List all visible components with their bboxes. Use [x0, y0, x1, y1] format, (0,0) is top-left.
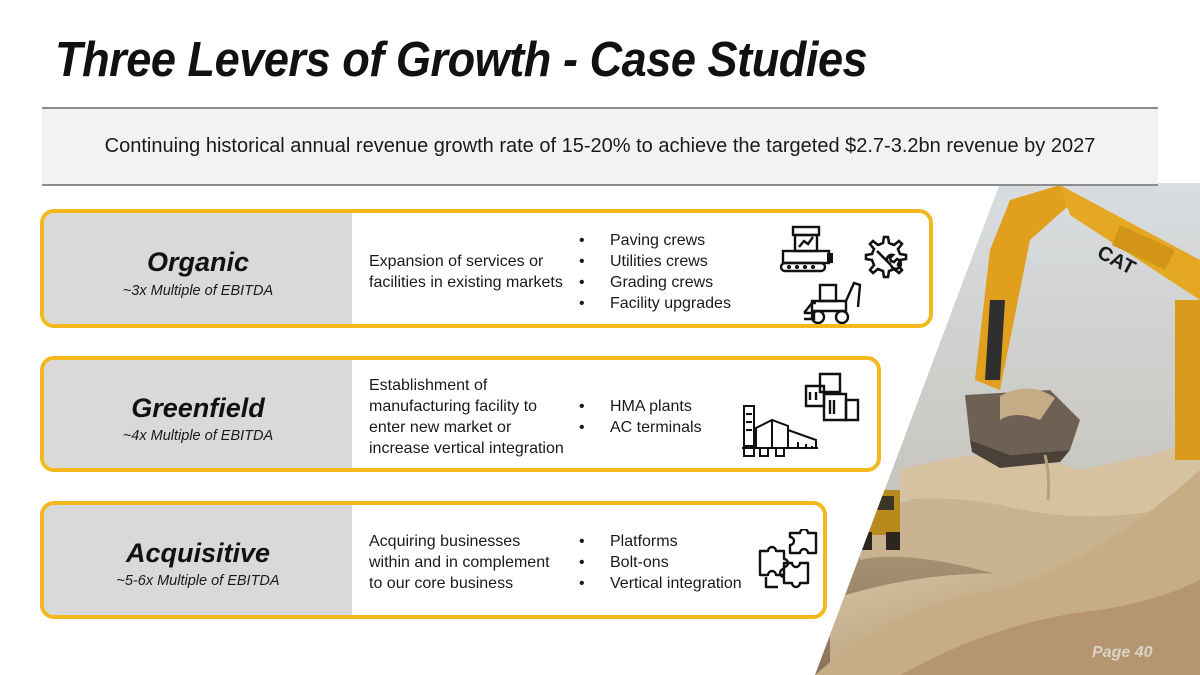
bullet-item: Vertical integration — [574, 573, 742, 594]
description-line: Establishment of — [369, 377, 488, 394]
lever-acquisitive-description: Acquiring businesses within and in compl… — [369, 531, 550, 594]
lever-greenfield-multiple: ~4x Multiple of EBITDA — [122, 428, 274, 444]
page-title: Three Levers of Growth - Case Studies — [55, 33, 868, 87]
lever-organic: Organic ~3x Multiple of EBITDA Expansion… — [40, 209, 933, 328]
puzzle-pieces-icon — [758, 529, 818, 589]
lever-organic-multiple: ~3x Multiple of EBITDA — [122, 283, 274, 299]
lever-organic-description: Expansion of services or facilities in e… — [369, 251, 563, 293]
lever-greenfield-name: Greenfield — [131, 393, 265, 423]
description-line: within and in complement — [369, 554, 550, 571]
summary-banner: Continuing historical annual revenue gro… — [42, 107, 1158, 186]
lever-greenfield-bullets: HMA plants AC terminals — [574, 396, 702, 438]
backhoe-loader-icon — [803, 281, 862, 324]
bullet-item: Bolt-ons — [574, 552, 742, 573]
banner-text: Continuing historical annual revenue gro… — [104, 135, 1096, 157]
lever-organic-name: Organic — [146, 247, 250, 277]
wrench-gear-icon — [864, 235, 908, 279]
bullet-item: Utilities crews — [574, 251, 731, 272]
asphalt-plant-icon — [742, 405, 818, 457]
lever-organic-panel: Organic ~3x Multiple of EBITDA — [44, 213, 352, 324]
lever-organic-bullets: Paving crews Utilities crews Grading cre… — [574, 230, 731, 314]
lever-greenfield: Greenfield ~4x Multiple of EBITDA Establ… — [40, 356, 881, 472]
description-line: Acquiring businesses — [369, 533, 521, 550]
page-number: Page 40 — [1092, 644, 1153, 661]
bullet-item: Paving crews — [574, 230, 731, 251]
description-line: facilities in existing markets — [369, 274, 563, 291]
bullet-item: Platforms — [574, 531, 742, 552]
description-line: manufacturing facility to — [369, 398, 538, 415]
lever-greenfield-description: Establishment of manufacturing facility … — [369, 375, 564, 459]
lever-greenfield-panel: Greenfield ~4x Multiple of EBITDA — [44, 360, 352, 468]
description-line: increase vertical integration — [369, 440, 564, 457]
lever-acquisitive-name: Acquisitive — [125, 538, 271, 568]
lever-acquisitive-multiple: ~5-6x Multiple of EBITDA — [116, 573, 280, 589]
bullet-item: AC terminals — [574, 417, 702, 438]
lever-acquisitive: Acquisitive ~5-6x Multiple of EBITDA Acq… — [40, 501, 827, 619]
description-line: Expansion of services or — [369, 253, 544, 270]
bullet-item: Facility upgrades — [574, 293, 731, 314]
storage-tanks-icon — [804, 372, 860, 422]
lever-acquisitive-panel: Acquisitive ~5-6x Multiple of EBITDA — [44, 505, 352, 615]
description-line: to our core business — [369, 575, 514, 592]
bullet-item: HMA plants — [574, 396, 702, 417]
lever-acquisitive-bullets: Platforms Bolt-ons Vertical integration — [574, 531, 742, 594]
bullet-item: Grading crews — [574, 272, 731, 293]
description-line: enter new market or — [369, 419, 512, 436]
paver-icon — [779, 225, 833, 273]
